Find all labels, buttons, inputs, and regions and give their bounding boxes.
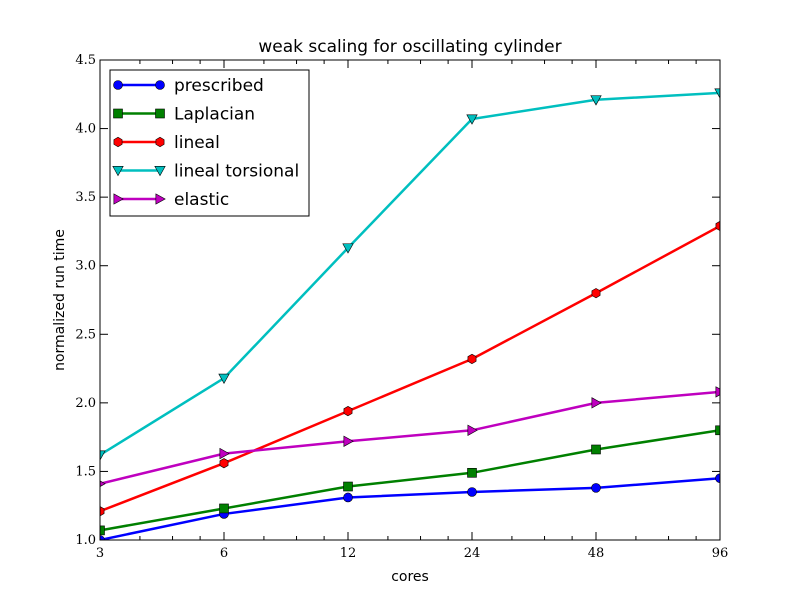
y-tick-label: 4.0 [75,122,96,137]
x-axis-ticks: 3 6 12 24 48 96 [96,60,728,561]
series-line [100,477,720,540]
legend-marker-end [154,166,166,177]
series-layer [100,88,720,540]
y-axis-label: normalized run time [52,229,68,371]
data-point [467,487,477,497]
series-line [100,429,720,532]
legend-marker-start [112,166,124,177]
legend-marker-end [155,193,166,205]
y-tick-label: 2.5 [75,327,96,342]
legend-marker-start [113,193,124,205]
x-tick-label: 48 [588,546,605,561]
y-tick-label: 1.5 [75,464,96,479]
y-axis-ticks: 1.0 1.5 2.0 2.5 3.0 3.5 4.0 4.5 [75,53,720,548]
y-tick-label: 3.5 [75,190,96,205]
data-point [100,506,105,517]
data-point [343,435,354,447]
legend-entry: Laplacian [113,105,255,125]
y-tick-label: 1.0 [75,533,96,548]
chart-title: weak scaling for oscillating cylinder [258,37,561,57]
data-point [467,353,477,365]
data-point [466,114,478,125]
data-point [219,503,229,514]
data-point [100,535,105,540]
series-line [100,224,720,513]
data-point [219,447,230,460]
data-point [715,220,720,232]
axes-frame [99,59,721,541]
legend-marker-end [155,80,165,90]
data-point [343,406,353,417]
legend-entry: prescribed [113,76,264,96]
legend-entry: lineal [113,133,220,153]
data-point [591,288,601,299]
data-point [591,483,601,493]
series-4 [100,88,720,461]
data-point [715,425,720,436]
data-point [714,88,720,99]
data-point [715,473,720,484]
legend-marker-end [155,136,165,148]
legend-entry: lineal torsional [112,162,299,182]
x-tick-label: 12 [340,546,357,561]
x-axis-label: cores [391,569,429,585]
x-tick-label: 3 [96,546,104,561]
legend-marker-start [113,108,123,119]
x-tick-label: 96 [712,546,729,561]
legend-label: prescribed [174,76,264,96]
legend: prescribed Laplacian lineal lineal torsiona… [109,69,310,217]
data-point [715,386,720,398]
legend-label: elastic [174,190,229,210]
data-point [100,480,106,487]
series-1 [100,473,720,540]
legend-label: lineal [174,133,220,153]
y-tick-label: 2.0 [75,396,96,411]
legend-entry: elastic [113,190,229,210]
legend-label: Laplacian [174,105,255,125]
data-point [218,373,230,384]
y-tick-label: 4.5 [75,53,96,68]
data-point [591,397,602,409]
legend-marker-start [113,136,123,148]
legend-marker-end [155,108,165,119]
data-point [343,481,353,492]
series-line [100,390,720,485]
series-3 [100,220,720,517]
series-line [100,91,720,457]
data-point [591,444,601,455]
series-2 [100,425,720,536]
data-point [467,467,477,478]
data-point [100,450,106,461]
data-point [343,492,353,503]
legend-label: lineal torsional [174,162,299,182]
data-point [100,525,105,536]
data-point [342,243,354,254]
x-tick-label: 6 [220,546,228,561]
series-5 [100,386,720,487]
x-tick-label: 24 [464,546,481,561]
data-point [219,458,229,469]
legend-marker-start [113,80,123,90]
data-point [590,95,602,106]
data-point [467,424,478,436]
y-tick-label: 3.0 [75,259,96,274]
